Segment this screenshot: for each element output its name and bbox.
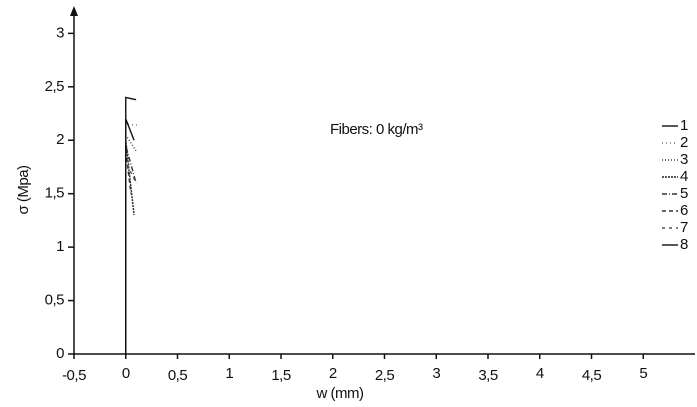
y-tick-label: 1 <box>56 238 64 255</box>
y-tick-label: 2,5 <box>45 78 65 95</box>
x-tick-label: 0,5 <box>168 367 188 384</box>
legend-label: 7 <box>680 219 688 236</box>
legend-label: 8 <box>680 236 688 253</box>
x-tick-label: -0,5 <box>62 367 86 384</box>
annotation: Fibers: 0 kg/m³ <box>330 121 423 138</box>
x-tick-label: 3 <box>432 365 440 382</box>
legend-label: 4 <box>680 168 688 185</box>
x-tick-label: 3,5 <box>478 367 498 384</box>
y-tick-label: 0,5 <box>45 292 65 309</box>
series-line <box>125 96 137 354</box>
legend-label: 3 <box>680 151 688 168</box>
x-axis-label: w (mm) <box>316 385 364 402</box>
series-line <box>125 140 135 354</box>
x-tick-label: 4 <box>536 365 544 382</box>
x-tick-label: 2 <box>329 365 337 382</box>
legend-label: 2 <box>680 134 688 151</box>
legend-label: 1 <box>680 117 688 134</box>
x-tick-label: 1,5 <box>271 367 291 384</box>
x-tick-label: 5 <box>639 365 647 382</box>
legend-label: 6 <box>680 202 688 219</box>
legend-label: 5 <box>680 185 688 202</box>
x-tick-label: 1 <box>225 365 233 382</box>
y-tick-label: 2 <box>56 131 64 148</box>
x-tick-label: 0 <box>122 365 130 382</box>
y-axis-arrow <box>70 6 78 16</box>
series-line <box>125 145 137 354</box>
series-line <box>125 118 135 354</box>
y-tick-label: 1,5 <box>45 185 65 202</box>
x-tick-label: 2,5 <box>375 367 395 384</box>
y-axis-label: σ (Mpa) <box>15 165 32 215</box>
x-tick-label: 4,5 <box>582 367 602 384</box>
y-tick-label: 3 <box>56 24 64 41</box>
y-tick-label: 0 <box>56 345 64 362</box>
